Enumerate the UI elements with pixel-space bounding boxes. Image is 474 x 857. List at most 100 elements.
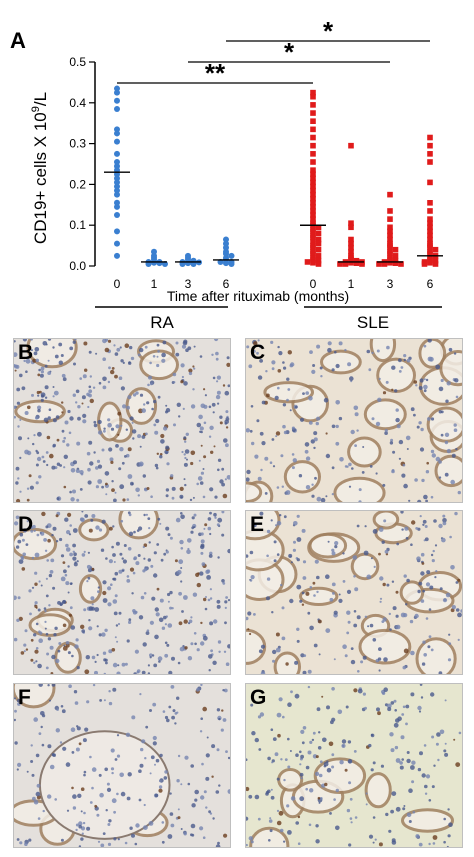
sle-data-point [337,261,343,267]
sle-data-point [427,259,433,266]
sle-data-point [310,234,316,241]
x-tick-label: 3 [387,277,394,291]
sle-data-point [310,251,316,257]
sle-data-point [387,236,393,243]
sle-data-point [392,246,399,253]
micrograph-label: C [250,341,266,364]
sle-data-point [310,118,316,124]
micrograph-label: B [18,341,34,364]
micrograph-label: D [18,513,34,536]
sle-data-point [310,102,316,108]
sle-data-point [310,134,316,141]
cd19-scatter-chart: A CD19+ cells X 109/L 0.0 0.1 0.2 0.3 0.4 0.5… [10,16,443,332]
sle-data-point [348,259,354,266]
sle-data-point [348,240,354,247]
sle-data-point [310,93,316,100]
ra-data-point [228,261,235,267]
sle-data-point [315,230,322,237]
sle-data-point [387,228,393,235]
sle-data-point [427,179,433,186]
sle-data-point [310,204,316,210]
sle-data-point [310,151,316,157]
sle-data-point [427,244,433,251]
sle-data-point [387,244,393,251]
ra-data-point [114,89,120,96]
ra-data-point [114,138,120,145]
sle-data-point [310,167,316,173]
x-tick-label: 1 [151,277,158,291]
ra-data-point [114,105,120,112]
sle-data-point [427,216,433,222]
y-tick-label: 0.3 [69,137,86,151]
sle-data-point [387,216,393,222]
sle-data-point [387,259,393,266]
sle-data-point [392,260,399,266]
x-tick-label: 3 [185,277,192,291]
significance-marker: ** [205,58,226,88]
sle-data-point [315,224,322,231]
sle-data-point [427,208,433,214]
sle-data-point [427,251,433,257]
sle-data-point [427,224,433,231]
sle-data-point [387,191,393,198]
sle-data-point [310,110,316,116]
significance-marker: * [323,16,334,46]
micrograph-d: D [13,510,231,675]
sle-data-point [427,151,433,157]
sle-data-point [310,191,316,198]
sle-data-point [427,232,433,239]
sle-data-point [310,212,316,218]
sle-data-point [310,228,316,235]
sle-data-point [392,253,399,259]
ra-data-point [185,260,191,267]
sle-data-point [310,179,316,186]
sle-data-point [381,261,388,267]
sle-data-point [387,257,393,263]
sle-data-point [348,142,354,149]
sle-data-point [310,208,316,214]
micrograph-label: G [250,686,267,709]
sle-data-point [315,253,322,259]
ra-data-point [151,259,157,266]
ra-data-point [114,212,120,219]
ra-data-point [114,97,120,104]
sle-data-point [348,236,354,243]
x-tick-label: 6 [427,277,434,291]
y-tick-label: 0.1 [69,218,86,232]
sle-data-point [315,236,322,243]
sle-data-point [310,257,316,263]
y-axis-title: CD19+ cells X 109/L [30,92,50,244]
ra-data-point [156,260,163,267]
sle-data-point [427,142,433,149]
sle-group-label: SLE [357,313,389,332]
sle-data-point [315,261,322,267]
sle-data-point [310,259,316,266]
sle-data-point [310,216,316,222]
sle-data-point [427,220,433,226]
sle-data-point [421,261,428,267]
ra-data-point [114,191,120,198]
sle-data-point [342,261,349,267]
ra-data-point [114,252,120,259]
y-tick-label: 0.4 [69,96,86,110]
sle-data-point [387,251,393,257]
sle-data-point [310,200,316,206]
sle-data-point [310,187,316,194]
sle-data-point [348,224,354,231]
y-tick-label: 0.0 [69,259,86,273]
sle-data-point [427,228,433,235]
ra-data-point [228,252,235,259]
sle-data-point [348,257,354,263]
x-tick-label: 1 [348,277,355,291]
sle-data-point [387,208,393,214]
micrograph-g: G [245,683,463,848]
micrograph-f: F [13,683,231,848]
x-tick-label: 6 [223,277,230,291]
sle-data-point [432,261,439,267]
ra-data-point [114,150,120,157]
micrograph-b: B [13,338,231,503]
sle-data-point [304,259,311,265]
ra-data-point [114,228,120,235]
micrograph-c: C [245,338,463,503]
sle-data-point [315,246,322,253]
